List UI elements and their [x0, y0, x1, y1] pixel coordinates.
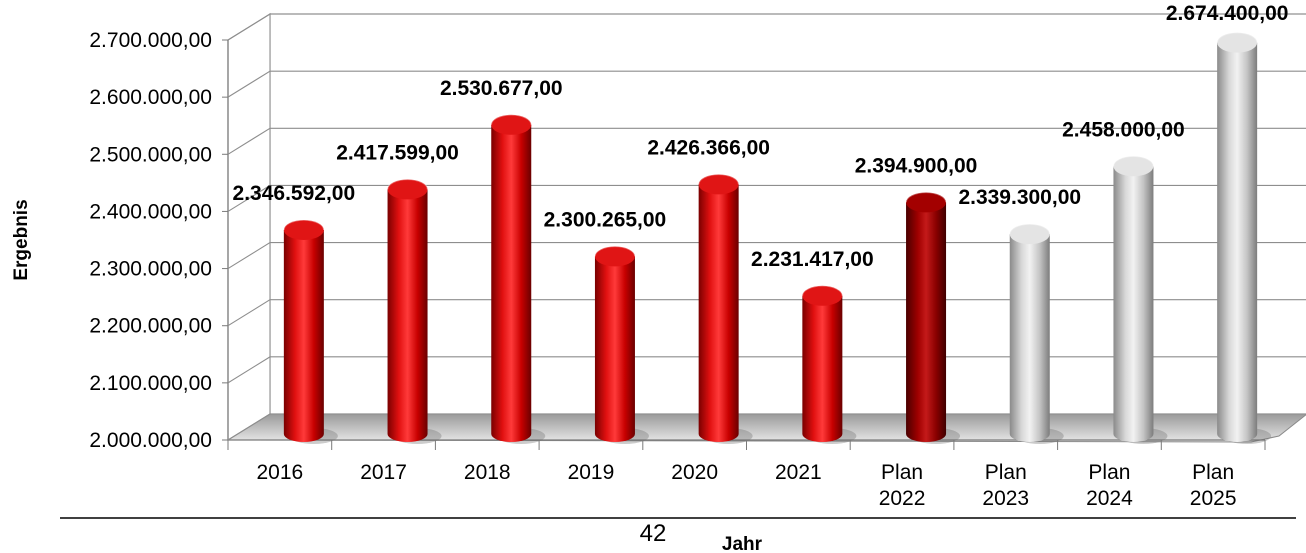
x-axis-title: Jahr: [722, 534, 763, 553]
bar-top: [1217, 32, 1258, 53]
data-labels: 2.346.592,00 2.417.599,00 2.530.677,00 2.30…: [233, 2, 1289, 271]
bar-body: [698, 184, 739, 442]
data-label: 2.339.300,00: [958, 186, 1081, 209]
bar-top-highlight: [801, 285, 844, 296]
y-axis-title: Ergebnis: [11, 199, 32, 280]
bar-body: [283, 229, 324, 442]
y-tick-label: 2.500.000,00: [89, 143, 212, 166]
bar-top: [1113, 156, 1154, 177]
gridline: [227, 242, 1306, 270]
category-label: Plan 2023: [982, 461, 1029, 510]
bar-top: [387, 179, 428, 200]
data-label: 2.394.900,00: [855, 154, 978, 177]
category-label: 2020: [671, 461, 718, 484]
bar: [594, 245, 649, 444]
data-label: 2.674.400,00: [1166, 2, 1289, 25]
data-label: 2.417.599,00: [336, 141, 459, 164]
data-label: 2.458.000,00: [1062, 118, 1185, 141]
category-label: 2016: [256, 461, 303, 484]
bar-body: [906, 202, 947, 442]
y-tick-labels: 2.000.000,00 2.100.000,00 2.200.000,00 2.30…: [89, 29, 228, 452]
bar-body: [1217, 42, 1258, 442]
category-label: Plan 2022: [879, 461, 926, 510]
gridline: [227, 299, 1306, 327]
y-tick-label: 2.100.000,00: [89, 372, 212, 395]
y-tick-label: 2.600.000,00: [89, 86, 212, 109]
bar-body: [491, 124, 532, 443]
category-label: Plan 2024: [1086, 461, 1133, 510]
bar: [1112, 155, 1168, 444]
data-label: 2.300.265,00: [544, 208, 667, 231]
bar-top-highlight: [1112, 155, 1155, 167]
bar: [1216, 31, 1272, 444]
bar-top: [906, 192, 947, 213]
bars: [283, 31, 1272, 444]
page-number: 42: [640, 520, 667, 547]
bar-top: [1009, 224, 1050, 245]
bar-body: [1113, 166, 1154, 443]
category-label: 2019: [568, 461, 615, 484]
side-wall: [227, 12, 271, 442]
bar-body: [387, 189, 428, 442]
gridline: [227, 356, 1306, 384]
bar-body: [1009, 234, 1050, 442]
data-label: 2.530.677,00: [440, 77, 563, 100]
y-tick-label: 2.000.000,00: [89, 429, 212, 452]
bar: [386, 178, 442, 444]
y-tick-label: 2.700.000,00: [89, 29, 212, 52]
data-label: 2.231.417,00: [751, 248, 874, 271]
bar: [697, 173, 753, 444]
bar-top-highlight: [697, 173, 740, 185]
bar-top-highlight: [490, 114, 532, 125]
y-tick-label: 2.400.000,00: [89, 200, 212, 223]
gridline: [227, 70, 1306, 98]
data-label: 2.426.366,00: [647, 136, 770, 159]
bar-top: [594, 246, 635, 267]
gridlines: [227, 13, 1306, 441]
bar-body: [594, 256, 635, 442]
bar-top-highlight: [1009, 223, 1051, 235]
bar-top: [698, 174, 739, 195]
bar-body: [802, 295, 843, 442]
bar-top-highlight: [283, 219, 325, 231]
y-tick-label: 2.300.000,00: [89, 258, 212, 281]
category-label: 2021: [775, 461, 822, 484]
bar-top: [802, 285, 843, 306]
gridline: [227, 413, 1306, 441]
bar: [490, 114, 546, 444]
bar-top: [283, 219, 324, 240]
bar: [1009, 223, 1064, 444]
bar: [801, 285, 857, 444]
bar-top-highlight: [594, 245, 636, 257]
x-tick-labels: 2016 2017 2018 2019 2020 2021 Plan 2022 Plan 2023…: [227, 440, 1266, 510]
gridline: [227, 13, 1306, 41]
bar-top-highlight: [905, 191, 947, 203]
gridline: [227, 184, 1306, 212]
bar-top-highlight: [1216, 31, 1258, 43]
data-label: 2.346.592,00: [233, 182, 356, 205]
gridline: [227, 127, 1306, 155]
bar: [283, 219, 338, 444]
bar: [905, 191, 961, 444]
bar-top: [491, 114, 532, 135]
category-label: Plan 2025: [1190, 461, 1237, 510]
y-tick-label: 2.200.000,00: [89, 315, 212, 338]
category-label: 2017: [360, 461, 407, 484]
category-label: 2018: [464, 461, 511, 484]
bar-top-highlight: [386, 178, 429, 190]
